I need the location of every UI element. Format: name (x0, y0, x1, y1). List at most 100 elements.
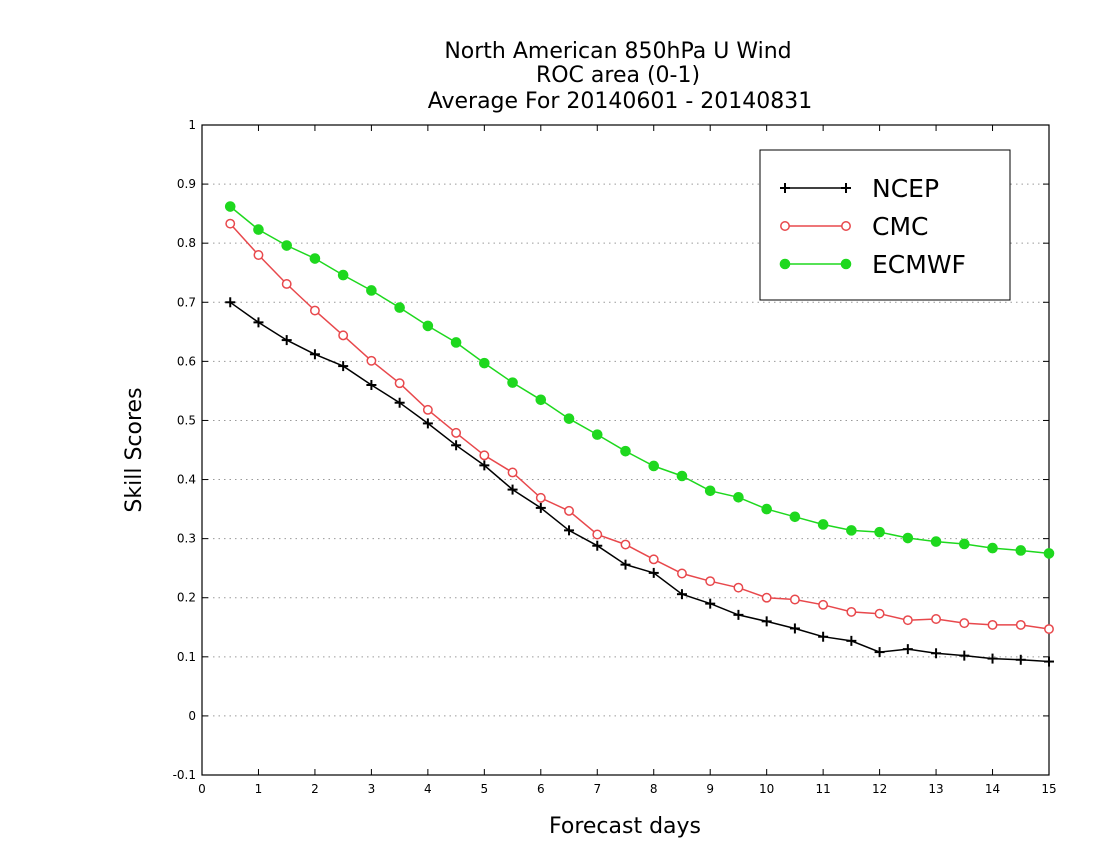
legend-item-cmc: CMC (780, 212, 928, 241)
marker-cmc (281, 279, 292, 289)
marker-ecmwf (789, 511, 801, 523)
marker-cmc (253, 250, 264, 260)
marker-ncep (841, 183, 851, 193)
marker-cmc (818, 599, 829, 610)
marker-ncep (535, 502, 546, 513)
marker-cmc (564, 505, 574, 516)
marker-ecmwf (535, 394, 547, 406)
marker-ncep (1044, 656, 1054, 667)
marker-ecmwf (1015, 545, 1027, 556)
x-tick-label: 10 (759, 782, 774, 796)
marker-cmc (394, 378, 405, 389)
marker-ncep (422, 418, 433, 429)
legend-item-ncep: NCEP (780, 174, 939, 203)
legend-label: CMC (872, 212, 928, 241)
marker-cmc (648, 554, 659, 565)
marker-ncep (564, 525, 575, 536)
x-tick-label: 15 (1041, 782, 1056, 796)
y-tick-label: 0.6 (177, 354, 196, 368)
legend-box (759, 149, 1011, 301)
x-tick-label: 1 (255, 782, 263, 796)
marker-ncep (620, 559, 631, 570)
marker-cmc (366, 355, 377, 366)
marker-ecmwf (761, 503, 772, 515)
legend-label: ECMWF (872, 250, 966, 279)
title-line-2: ROC area (0-1) (536, 63, 700, 88)
marker-ecmwf (987, 542, 998, 554)
x-tick-label: 11 (815, 782, 830, 796)
marker-ncep (931, 648, 942, 659)
marker-ncep (338, 361, 349, 372)
marker-cmc (338, 330, 349, 341)
marker-ecmwf (930, 536, 942, 547)
marker-cmc (874, 608, 885, 619)
marker-cmc (733, 582, 744, 593)
marker-ecmwf (563, 413, 575, 424)
marker-cmc (780, 221, 790, 231)
x-tick-label: 7 (593, 782, 601, 796)
marker-ncep (874, 647, 885, 658)
marker-ncep (818, 631, 829, 642)
marker-ncep (366, 380, 377, 390)
x-axis-label: Forecast days (549, 814, 701, 839)
marker-ncep (648, 567, 659, 578)
marker-cmc (846, 606, 857, 617)
marker-cmc (789, 594, 800, 605)
y-tick-label: 0.7 (177, 295, 196, 309)
marker-cmc (422, 404, 433, 415)
marker-ecmwf (450, 337, 462, 348)
marker-ecmwf (902, 532, 914, 544)
marker-cmc (987, 619, 998, 630)
marker-ecmwf (281, 240, 293, 251)
legend-label: NCEP (872, 174, 939, 203)
plot-frame (201, 124, 1050, 776)
marker-cmc (841, 221, 851, 231)
marker-ncep (987, 653, 998, 664)
marker-ncep (507, 484, 518, 495)
y-tick-label: 0.8 (177, 236, 196, 250)
marker-ecmwf (846, 525, 857, 536)
marker-ecmwf (253, 224, 264, 235)
x-tick-label: 0 (198, 782, 206, 796)
legend-item-ecmwf: ECMWF (779, 250, 966, 279)
marker-cmc (535, 492, 546, 503)
x-tick-label: 12 (872, 782, 887, 796)
marker-ecmwf (507, 377, 518, 388)
line-ncep (229, 301, 1050, 663)
marker-cmc (705, 576, 716, 587)
marker-ecmwf (479, 357, 490, 369)
marker-ecmwf (337, 269, 349, 281)
marker-cmc (761, 592, 772, 603)
series-ncep (225, 297, 1054, 667)
x-tick-label: 13 (928, 782, 943, 796)
marker-ecmwf (394, 302, 405, 313)
x-tick-label: 14 (985, 782, 1000, 796)
y-axis-label: Skill Scores (122, 387, 147, 512)
marker-ecmwf (620, 445, 631, 457)
y-tick-label: 0.3 (177, 532, 196, 546)
marker-cmc (620, 539, 631, 550)
x-tick-label: 6 (537, 782, 545, 796)
marker-ncep (733, 609, 744, 620)
marker-cmc (931, 614, 942, 624)
y-tick-label: 0.5 (177, 413, 196, 427)
marker-ecmwf (309, 253, 321, 264)
marker-cmc (225, 218, 236, 229)
marker-ncep (705, 598, 716, 609)
x-tick-label: 4 (424, 782, 432, 796)
marker-ecmwf (648, 460, 660, 472)
y-tick-label: 0 (188, 709, 196, 723)
marker-cmc (592, 529, 603, 540)
x-tick-label: 5 (481, 782, 489, 796)
x-tick-label: 8 (650, 782, 658, 796)
y-axis-ticks: -0.1 0 0.1 0.2 0.3 0.4 0.5 0.6 0.7 0.8 0.9 1 (173, 118, 1049, 782)
series-cmc (225, 218, 1054, 634)
marker-ncep (676, 589, 687, 600)
chart-title: North American 850hPa U Wind ROC area (0… (428, 39, 813, 114)
y-tick-label: -0.1 (173, 768, 196, 782)
legend: NCEP CMC ECMWF (759, 149, 1011, 301)
marker-ncep (592, 540, 603, 551)
marker-ncep (479, 460, 490, 471)
marker-ncep (902, 644, 913, 655)
marker-ecmwf (591, 429, 603, 440)
